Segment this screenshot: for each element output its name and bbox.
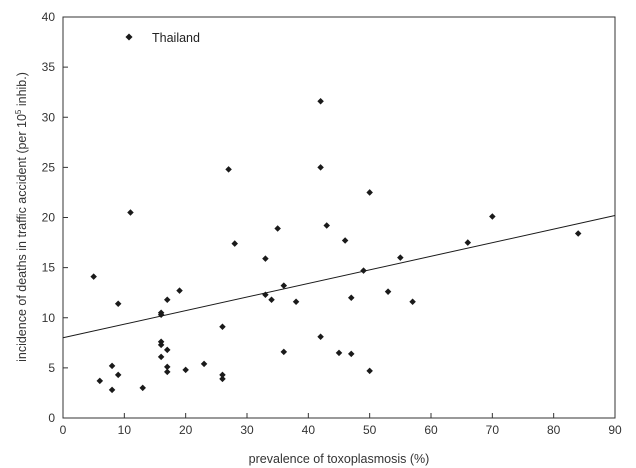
x-tick-label: 60 (424, 423, 438, 437)
data-point (164, 363, 171, 371)
data-point (366, 367, 373, 375)
x-tick-label: 20 (179, 423, 193, 437)
y-axis-title: incidence of deaths in traffic accident … (14, 72, 29, 362)
data-point (574, 230, 582, 237)
legend-label: Thailand (152, 31, 200, 45)
data-point (335, 349, 343, 357)
data-point (280, 348, 288, 356)
y-tick-label: 40 (42, 10, 56, 24)
data-point (341, 237, 349, 244)
x-tick-label: 70 (486, 423, 500, 437)
data-point (360, 267, 367, 274)
x-tick-label: 30 (240, 423, 254, 437)
y-tick-label: 10 (42, 311, 56, 325)
y-tick-label: 0 (48, 411, 55, 425)
data-point (384, 288, 392, 295)
x-tick-label: 50 (363, 423, 377, 437)
data-point (96, 377, 104, 385)
x-axis: 0 10 20 30 40 50 60 70 80 90 (60, 413, 622, 437)
x-tick-label: 0 (60, 423, 67, 437)
data-point (348, 294, 355, 301)
y-tick-label: 5 (48, 361, 55, 375)
data-point (317, 164, 324, 171)
plot-area (62, 16, 616, 419)
x-tick-label: 40 (302, 423, 316, 437)
x-tick-label: 80 (547, 423, 561, 437)
y-axis-title-unit: inhib.) (15, 72, 29, 110)
data-point (262, 255, 269, 262)
data-point (274, 225, 281, 232)
data-point (225, 166, 232, 173)
x-tick-label: 10 (118, 423, 132, 437)
x-tick-label: 90 (608, 423, 622, 437)
data-point (323, 222, 330, 229)
data-point (292, 298, 300, 305)
y-axis: 0 5 10 15 20 25 30 35 40 (42, 10, 68, 425)
data-point (464, 239, 472, 246)
data-point (157, 341, 165, 349)
y-tick-label: 30 (42, 110, 56, 124)
data-point (164, 296, 171, 303)
data-points (90, 97, 582, 394)
data-point (280, 282, 288, 289)
legend: Thailand (125, 31, 200, 45)
data-point (157, 353, 165, 361)
x-axis-title: prevalence of toxoplasmosis (%) (249, 452, 430, 466)
data-point (489, 213, 496, 220)
data-point (164, 368, 171, 376)
y-tick-label: 20 (42, 211, 56, 225)
data-point (317, 333, 324, 341)
y-tick-label: 35 (42, 60, 56, 74)
data-point (366, 189, 373, 196)
y-tick-label: 15 (42, 261, 56, 275)
data-point (200, 360, 208, 368)
data-point (176, 287, 183, 294)
y-axis-title-main: incidence of deaths in traffic accident … (15, 114, 29, 362)
data-point (409, 298, 416, 305)
data-point (231, 240, 238, 247)
data-point (268, 296, 275, 303)
y-tick-label: 25 (42, 160, 56, 174)
data-point (139, 384, 146, 392)
data-point (127, 209, 134, 216)
data-point (182, 366, 189, 374)
y-axis-title-superscript: 5 (14, 109, 23, 114)
data-point (397, 254, 404, 261)
regression-line (62, 215, 616, 339)
data-point (164, 346, 171, 354)
data-point (348, 350, 355, 358)
